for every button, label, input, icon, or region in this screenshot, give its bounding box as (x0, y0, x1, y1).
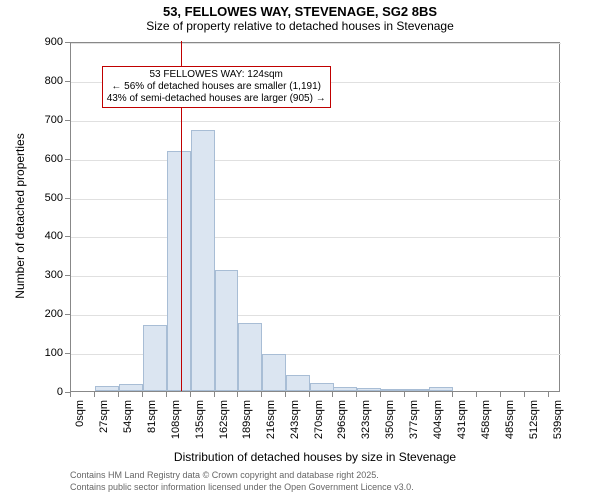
histogram-bar (191, 130, 215, 391)
x-tick-label: 296sqm (336, 400, 348, 450)
x-tick-mark (166, 392, 167, 397)
annotation-line: ← 56% of detached houses are smaller (1,… (107, 81, 326, 93)
y-tick-mark (65, 275, 70, 276)
histogram-bar (405, 389, 429, 391)
x-tick-label: 323sqm (360, 400, 372, 450)
x-tick-label: 512sqm (528, 400, 540, 450)
x-tick-label: 135sqm (194, 400, 206, 450)
annotation-line: 53 FELLOWES WAY: 124sqm (107, 69, 326, 81)
histogram-bar (310, 383, 334, 391)
x-tick-label: 350sqm (384, 400, 396, 450)
x-tick-mark (548, 392, 549, 397)
x-tick-mark (237, 392, 238, 397)
x-tick-label: 0sqm (74, 400, 86, 450)
x-tick-label: 539sqm (552, 400, 564, 450)
y-tick-label: 800 (35, 75, 63, 87)
x-tick-mark (190, 392, 191, 397)
x-tick-mark (261, 392, 262, 397)
histogram-bar (143, 325, 167, 391)
y-tick-label: 900 (35, 36, 63, 48)
x-tick-mark (476, 392, 477, 397)
gridline-h (71, 43, 561, 44)
x-tick-label: 216sqm (265, 400, 277, 450)
x-tick-label: 458sqm (480, 400, 492, 450)
x-tick-mark (70, 392, 71, 397)
y-tick-mark (65, 198, 70, 199)
chart-title: 53, FELLOWES WAY, STEVENAGE, SG2 8BS (0, 4, 600, 19)
histogram-bar (429, 387, 453, 391)
gridline-h (71, 121, 561, 122)
y-tick-mark (65, 236, 70, 237)
y-tick-mark (65, 314, 70, 315)
histogram-bar (262, 354, 286, 391)
y-tick-label: 200 (35, 308, 63, 320)
histogram-bar (238, 323, 262, 391)
x-tick-mark (309, 392, 310, 397)
histogram-bar (357, 388, 381, 391)
x-tick-mark (118, 392, 119, 397)
x-tick-label: 243sqm (289, 400, 301, 450)
y-tick-label: 400 (35, 230, 63, 242)
x-tick-mark (524, 392, 525, 397)
x-axis-label: Distribution of detached houses by size … (70, 450, 560, 464)
y-tick-label: 100 (35, 347, 63, 359)
y-tick-label: 0 (35, 386, 63, 398)
histogram-bar (215, 270, 239, 391)
gridline-h (71, 160, 561, 161)
x-tick-label: 54sqm (122, 400, 134, 450)
x-tick-label: 485sqm (504, 400, 516, 450)
y-tick-label: 700 (35, 114, 63, 126)
x-tick-label: 189sqm (241, 400, 253, 450)
histogram-bar (167, 151, 191, 391)
annotation-line: 43% of semi-detached houses are larger (… (107, 93, 326, 105)
histogram-bar (119, 384, 143, 391)
histogram-bar (381, 389, 405, 391)
histogram-bar (95, 386, 119, 391)
x-tick-label: 81sqm (146, 400, 158, 450)
y-tick-mark (65, 42, 70, 43)
histogram-bar (286, 375, 310, 391)
gridline-h (71, 199, 561, 200)
x-tick-mark (214, 392, 215, 397)
chart-subtitle: Size of property relative to detached ho… (0, 19, 600, 33)
x-tick-label: 27sqm (98, 400, 110, 450)
y-tick-label: 500 (35, 192, 63, 204)
annotation-box: 53 FELLOWES WAY: 124sqm← 56% of detached… (102, 66, 331, 108)
footer-line-2: Contains public sector information licen… (70, 482, 414, 492)
y-tick-label: 300 (35, 269, 63, 281)
y-axis-label: Number of detached properties (13, 41, 27, 391)
gridline-h (71, 276, 561, 277)
gridline-h (71, 315, 561, 316)
x-tick-mark (380, 392, 381, 397)
x-tick-label: 404sqm (432, 400, 444, 450)
x-tick-mark (332, 392, 333, 397)
x-tick-mark (452, 392, 453, 397)
y-tick-mark (65, 120, 70, 121)
x-tick-label: 377sqm (408, 400, 420, 450)
y-tick-mark (65, 159, 70, 160)
x-tick-mark (94, 392, 95, 397)
x-tick-mark (142, 392, 143, 397)
gridline-h (71, 237, 561, 238)
x-tick-mark (285, 392, 286, 397)
x-tick-label: 431sqm (456, 400, 468, 450)
x-tick-mark (428, 392, 429, 397)
x-tick-label: 270sqm (313, 400, 325, 450)
x-tick-label: 108sqm (170, 400, 182, 450)
footer-line-1: Contains HM Land Registry data © Crown c… (70, 470, 379, 480)
x-tick-mark (404, 392, 405, 397)
y-tick-mark (65, 353, 70, 354)
x-tick-label: 162sqm (218, 400, 230, 450)
y-tick-label: 600 (35, 153, 63, 165)
x-tick-mark (356, 392, 357, 397)
histogram-bar (333, 387, 357, 391)
x-tick-mark (500, 392, 501, 397)
y-tick-mark (65, 81, 70, 82)
